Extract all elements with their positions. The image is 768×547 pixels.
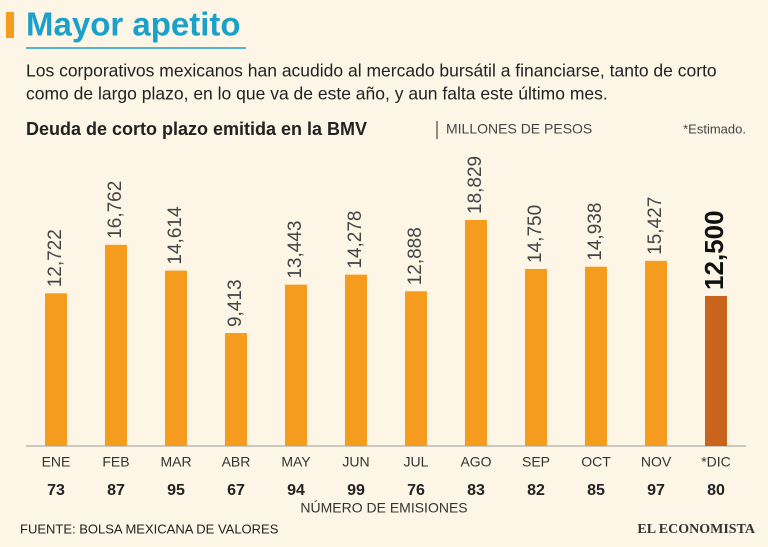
x-tick-label: JUL: [404, 454, 429, 470]
emission-count: 94: [287, 482, 305, 499]
bar: [405, 291, 427, 446]
emission-count: 95: [167, 482, 185, 499]
bar: [645, 260, 667, 446]
x-tick-label: SEP: [522, 454, 550, 470]
bar: [585, 266, 607, 446]
bar: [225, 333, 247, 446]
chart-title: Deuda de corto plazo emitida en la BMV: [26, 119, 367, 139]
value-label: 16,762: [105, 181, 126, 239]
bar: [165, 270, 187, 446]
value-label: 18,829: [465, 156, 486, 214]
bar: [525, 268, 547, 446]
value-label: 13,443: [285, 221, 306, 279]
value-label: 14,938: [585, 203, 606, 261]
emission-count: 82: [527, 482, 545, 499]
subtitle: Los corporativos mexicanos han acudido a…: [26, 61, 717, 81]
source: FUENTE: BOLSA MEXICANA DE VALORES: [20, 521, 279, 536]
bar: [105, 244, 127, 446]
emission-count: 87: [107, 482, 125, 499]
x-tick-label: FEB: [102, 454, 129, 470]
value-label: 12,500: [699, 210, 729, 290]
title: Mayor apetito: [26, 6, 241, 43]
emission-count: 83: [467, 482, 485, 499]
x-tick-label: *DIC: [701, 454, 731, 470]
x-tick-label: JUN: [342, 454, 369, 470]
x-tick-label: ABR: [222, 454, 251, 470]
emission-count: 73: [47, 482, 65, 499]
subtitle: como de largo plazo, en lo que va de est…: [26, 84, 608, 104]
bar: [285, 284, 307, 446]
emission-count: 67: [227, 482, 245, 499]
x-tick-label: OCT: [581, 454, 611, 470]
value-label: 12,722: [45, 229, 66, 287]
x-tick-label: ENE: [42, 454, 71, 470]
value-label: 14,278: [345, 210, 366, 268]
emission-count: 97: [647, 482, 665, 499]
x-tick-label: AGO: [460, 454, 491, 470]
bar: [465, 220, 487, 446]
value-label: 15,427: [645, 197, 666, 255]
bar: [345, 274, 367, 446]
x-tick-label: NOV: [641, 454, 672, 470]
value-label: 14,750: [525, 205, 546, 263]
title-marker: [6, 12, 14, 38]
bar: [705, 295, 727, 446]
bar: [45, 293, 67, 446]
brand: EL ECONOMISTA: [637, 522, 755, 537]
note: *Estimado.: [683, 121, 746, 136]
emission-count: 76: [407, 482, 425, 499]
emission-count: 99: [347, 482, 365, 499]
emission-count: 85: [587, 482, 605, 499]
value-label: 12,888: [405, 227, 426, 285]
x-tick-label: MAR: [160, 454, 191, 470]
unit: MILLONES DE PESOS: [446, 121, 592, 137]
x-tick-label: MAY: [281, 454, 311, 470]
emission-count: 80: [707, 482, 725, 499]
value-label: 9,413: [225, 279, 246, 327]
emissions-label: NÚMERO DE EMISIONES: [300, 500, 467, 516]
value-label: 14,614: [165, 206, 186, 265]
